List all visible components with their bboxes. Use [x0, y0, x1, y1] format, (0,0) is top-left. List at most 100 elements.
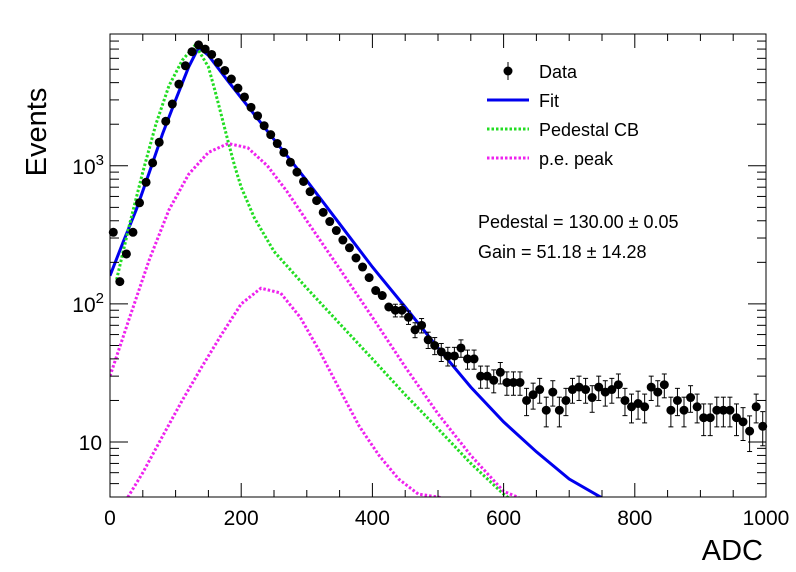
data-point	[233, 83, 243, 93]
data-point	[285, 157, 295, 167]
plot-area	[108, 40, 768, 497]
data-point	[528, 390, 538, 400]
data-point	[482, 371, 492, 381]
x-axis-title: ADC	[702, 535, 763, 567]
data-point	[351, 253, 361, 263]
data-point	[161, 116, 171, 126]
y-axis-title: Events	[21, 88, 53, 177]
y-tick-label: 103	[72, 152, 104, 179]
x-tick-label: 800	[617, 507, 652, 530]
data-point	[266, 130, 276, 140]
data-point	[299, 176, 309, 186]
data-point	[403, 312, 413, 322]
data-point	[364, 273, 374, 283]
data-point	[292, 167, 302, 177]
series-line-4	[126, 286, 445, 497]
data-point	[476, 371, 486, 381]
legend-label: Data	[539, 62, 578, 82]
y-tick-label: 102	[72, 290, 104, 317]
x-tick-label: 0	[104, 507, 116, 530]
data-point	[699, 413, 709, 423]
data-point	[581, 385, 591, 395]
data-point	[417, 320, 427, 330]
data-point	[135, 198, 145, 208]
data-point	[174, 79, 184, 89]
pedestal-annotation: Pedestal = 130.00 ± 0.05	[478, 212, 679, 232]
data-point	[312, 196, 322, 206]
data-point	[535, 385, 545, 395]
data-point	[469, 354, 479, 364]
data-point	[751, 402, 761, 412]
data-point	[141, 177, 151, 187]
data-point	[489, 375, 499, 385]
data-point	[607, 385, 617, 395]
data-point	[325, 217, 335, 227]
data-point	[515, 377, 525, 387]
gain-annotation: Gain = 51.18 ± 14.28	[478, 242, 647, 262]
data-point	[226, 74, 236, 84]
data-point	[554, 405, 564, 415]
data-point	[377, 291, 387, 301]
data-point	[646, 382, 656, 392]
data-point	[731, 413, 741, 423]
data-point	[653, 387, 663, 397]
data-point	[423, 335, 433, 345]
legend-label: p.e. peak	[539, 149, 614, 169]
x-tick-label: 400	[355, 507, 390, 530]
data-point	[522, 395, 532, 405]
data-point	[154, 137, 164, 147]
data-point	[692, 402, 702, 412]
data-point	[272, 139, 282, 149]
data-point	[718, 405, 728, 415]
data-point	[148, 158, 158, 168]
data-point	[745, 426, 755, 436]
data-point	[502, 377, 512, 387]
data-point	[705, 413, 715, 423]
data-point	[640, 402, 650, 412]
data-point	[620, 395, 630, 405]
data-point	[305, 187, 315, 197]
data-point	[436, 347, 446, 357]
data-point	[331, 226, 341, 236]
data-point	[246, 102, 256, 112]
data-point	[207, 49, 217, 59]
data-point	[410, 325, 420, 335]
data-point	[430, 340, 440, 350]
data-point	[463, 354, 473, 364]
data-point	[672, 395, 682, 405]
x-tick-label: 200	[224, 507, 259, 530]
data-point	[167, 99, 177, 109]
data-point	[587, 393, 597, 403]
x-tick-label: 600	[486, 507, 521, 530]
data-point	[220, 65, 230, 75]
data-point	[213, 57, 223, 67]
data-point	[686, 393, 696, 403]
data-point	[725, 405, 735, 415]
data-point	[338, 235, 348, 245]
data-point	[594, 382, 604, 392]
data-point	[180, 61, 190, 71]
data-point	[115, 277, 125, 287]
y-tick-label: 10	[79, 432, 102, 455]
data-point	[239, 92, 249, 102]
series-line-3	[110, 141, 522, 497]
data-point	[548, 387, 558, 397]
data-point	[449, 351, 459, 361]
data-point	[279, 147, 289, 157]
data-point	[318, 207, 328, 217]
data-point	[253, 111, 263, 121]
legend: Data Fit Pedestal CB p.e. peak	[487, 62, 639, 169]
data-point	[187, 47, 197, 57]
data-point	[659, 380, 669, 390]
data-point	[495, 367, 505, 377]
data-point	[456, 343, 466, 353]
data-point	[561, 395, 571, 405]
data-point	[259, 121, 269, 131]
data-point	[128, 227, 138, 237]
data-point	[613, 380, 623, 390]
data-point	[541, 405, 551, 415]
data-point	[344, 243, 354, 253]
data-point	[371, 286, 381, 296]
data-point	[666, 405, 676, 415]
